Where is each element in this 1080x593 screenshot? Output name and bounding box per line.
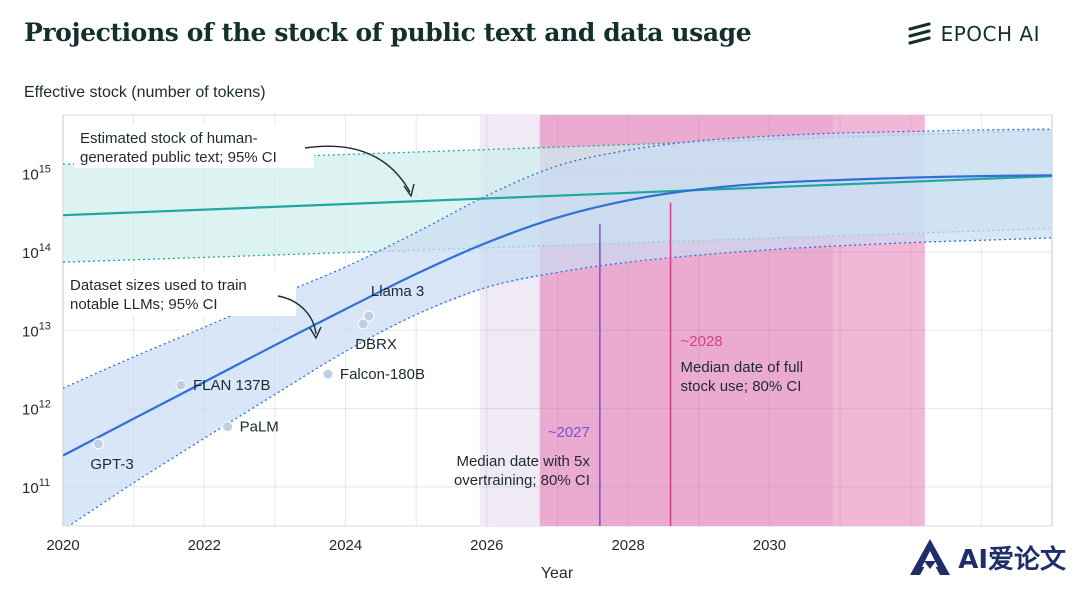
annotation-stock-arrowhead bbox=[403, 183, 415, 198]
median-markers: ~2027 Median date with 5x overtraining; 80… bbox=[454, 202, 804, 526]
y-tick-label: 1014 bbox=[22, 242, 51, 262]
model-point-label: DBRX bbox=[355, 336, 397, 353]
chart-title: Projections of the stock of public text … bbox=[24, 18, 752, 47]
model-point bbox=[175, 379, 187, 391]
marker-2027-desc: overtraining; 80% CI bbox=[454, 472, 590, 489]
stock-median-line bbox=[63, 175, 1052, 217]
y-tick-label: 1012 bbox=[22, 399, 51, 419]
y-tick-label: 1015 bbox=[22, 164, 51, 184]
watermark-text: AI爱论文 bbox=[958, 544, 1066, 575]
model-points: GPT-3 FLAN 137B PaLM Falcon-180B DBRX Llama 3 bbox=[90, 283, 425, 473]
annotation-stock-text: generated public text; 95% CI bbox=[80, 149, 277, 166]
model-point bbox=[222, 421, 234, 433]
x-axis-label: Year bbox=[541, 565, 574, 582]
epoch-ai-logo[interactable]: EPOCH AI bbox=[907, 20, 1040, 48]
x-tick-label: 2022 bbox=[188, 537, 221, 554]
annotation-dataset-arrowhead bbox=[309, 326, 322, 340]
model-point-label: Llama 3 bbox=[371, 283, 424, 300]
model-point-label: PaLM bbox=[240, 419, 279, 436]
x-tick-label: 2024 bbox=[329, 537, 362, 554]
annotation-dataset-text: notable LLMs; 95% CI bbox=[70, 296, 218, 313]
watermark-logo-icon bbox=[910, 539, 951, 575]
annotation-dataset-bg bbox=[64, 272, 296, 316]
marker-2028-desc: stock use; 80% CI bbox=[681, 378, 802, 395]
x-tick-label: 2026 bbox=[470, 537, 503, 554]
marker-2027-label: ~2027 bbox=[548, 424, 590, 441]
model-point bbox=[357, 318, 369, 330]
model-point bbox=[92, 438, 104, 450]
x-tick-label: 2030 bbox=[753, 537, 786, 554]
y-tick-label: 1013 bbox=[22, 320, 51, 340]
annotation-stock-bg bbox=[74, 124, 314, 168]
annotations: Estimated stock of human-generated publi… bbox=[64, 124, 415, 340]
annotation-stock-text: Estimated stock of human- bbox=[80, 130, 258, 147]
y-axis: 1011 1012 1013 1014 1015 bbox=[22, 164, 51, 497]
dataset-ci-upper bbox=[63, 128, 1052, 389]
model-point-label: Falcon-180B bbox=[340, 366, 425, 383]
model-point bbox=[322, 368, 334, 380]
x-axis: 2020 2022 2024 2026 2028 2030 Year bbox=[46, 537, 786, 582]
model-point-label: GPT-3 bbox=[90, 456, 133, 473]
x-tick-label: 2028 bbox=[611, 537, 644, 554]
model-point bbox=[363, 310, 375, 322]
logo-text: EPOCH AI bbox=[940, 22, 1040, 46]
annotation-dataset-arrow bbox=[277, 295, 317, 335]
epoch-logo-icon bbox=[908, 22, 931, 45]
dataset-median-line bbox=[63, 174, 1052, 457]
marker-2028-label: ~2028 bbox=[681, 333, 723, 350]
y-axis-label: Effective stock (number of tokens) bbox=[24, 84, 266, 101]
annotation-dataset-text: Dataset sizes used to train bbox=[70, 277, 247, 294]
dataset-ci-lower bbox=[67, 237, 1052, 526]
y-tick-label: 1011 bbox=[22, 477, 50, 497]
marker-2028-desc: Median date of full bbox=[681, 359, 804, 376]
dataset-ci-band bbox=[63, 129, 1052, 526]
annotation-stock-arrow bbox=[304, 145, 411, 193]
watermark: AI爱论文 bbox=[908, 537, 1066, 577]
x-tick-label: 2020 bbox=[46, 537, 79, 554]
marker-2027-desc: Median date with 5x bbox=[456, 453, 590, 470]
model-point-label: FLAN 137B bbox=[193, 377, 271, 394]
